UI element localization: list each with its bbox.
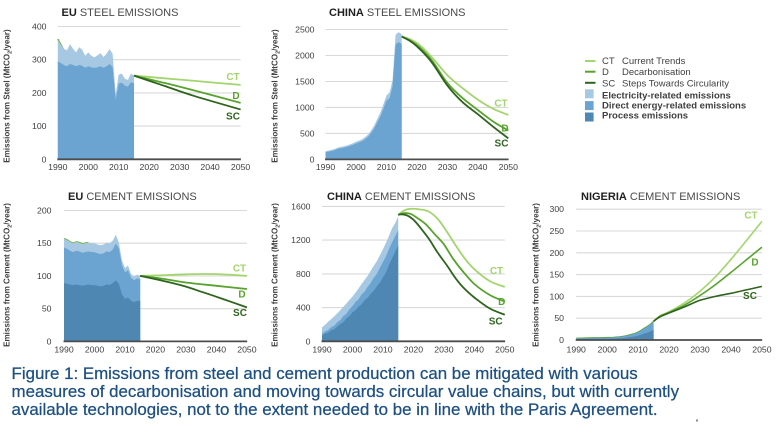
svg-text:250: 250 <box>550 226 565 236</box>
svg-text:Emissions from Cement (MtCO2/y: Emissions from Cement (MtCO2/year) <box>3 203 14 347</box>
svg-text:SC: SC <box>489 317 503 328</box>
svg-text:300: 300 <box>32 55 47 65</box>
svg-text:CT: CT <box>233 263 246 274</box>
svg-text:2010: 2010 <box>373 344 392 354</box>
svg-text:SC: SC <box>495 139 509 150</box>
svg-text:2020: 2020 <box>407 162 426 172</box>
svg-text:2040: 2040 <box>721 344 740 354</box>
svg-text:1600: 1600 <box>291 201 310 211</box>
svg-text:2050: 2050 <box>231 162 250 172</box>
svg-text:150: 150 <box>37 238 52 248</box>
svg-text:2030: 2030 <box>176 344 195 354</box>
svg-text:2000: 2000 <box>79 162 98 172</box>
svg-text:Emissions from Steel (MtCO2/ye: Emissions from Steel (MtCO2/year) <box>3 29 14 163</box>
svg-text:CT: CT <box>494 99 507 110</box>
svg-text:300: 300 <box>550 204 565 214</box>
svg-text:Steps Towards Circularity: Steps Towards Circularity <box>622 78 729 89</box>
svg-text:Electricity-related emissions: Electricity-related emissions <box>602 90 731 101</box>
svg-text:SC: SC <box>226 112 240 123</box>
svg-text:SC: SC <box>233 308 247 319</box>
svg-text:2000: 2000 <box>85 344 104 354</box>
svg-text:400: 400 <box>32 22 47 32</box>
svg-text:2040: 2040 <box>468 162 487 172</box>
svg-text:2050: 2050 <box>499 162 518 172</box>
svg-text:1990: 1990 <box>312 344 331 354</box>
svg-text:2020: 2020 <box>140 162 159 172</box>
svg-text:NIGERIA CEMENT EMISSIONS: NIGERIA CEMENT EMISSIONS <box>581 191 740 203</box>
svg-text:2050: 2050 <box>237 344 256 354</box>
svg-text:D: D <box>751 258 758 269</box>
svg-text:EU CEMENT EMISSIONS: EU CEMENT EMISSIONS <box>68 191 197 203</box>
svg-text:Process emissions: Process emissions <box>602 111 688 122</box>
svg-text:2050: 2050 <box>495 344 514 354</box>
svg-text:1990: 1990 <box>54 344 73 354</box>
svg-text:2040: 2040 <box>465 344 484 354</box>
svg-text:CHINA CEMENT EMISSIONS: CHINA CEMENT EMISSIONS <box>327 191 475 203</box>
svg-text:2030: 2030 <box>690 344 709 354</box>
svg-text:2010: 2010 <box>377 162 396 172</box>
svg-text:D: D <box>232 91 239 102</box>
svg-text:100: 100 <box>32 121 47 131</box>
svg-text:2000: 2000 <box>343 344 362 354</box>
svg-text:2000: 2000 <box>598 344 617 354</box>
svg-text:0: 0 <box>559 335 564 345</box>
svg-text:EU STEEL EMISSIONS: EU STEEL EMISSIONS <box>62 7 179 19</box>
svg-text:0: 0 <box>310 154 315 164</box>
svg-text:1200: 1200 <box>291 235 310 245</box>
svg-text:2020: 2020 <box>404 344 423 354</box>
svg-text:SC: SC <box>602 78 615 89</box>
svg-text:Direct energy-related emission: Direct energy-related emissions <box>602 101 746 112</box>
svg-text:2030: 2030 <box>434 344 453 354</box>
svg-text:D: D <box>238 290 245 301</box>
svg-text:1500: 1500 <box>295 77 314 87</box>
svg-text:500: 500 <box>300 128 315 138</box>
svg-text:2500: 2500 <box>295 25 314 35</box>
svg-text:D: D <box>498 297 505 308</box>
svg-text:CT: CT <box>490 266 503 277</box>
svg-text:CT: CT <box>602 56 615 67</box>
svg-text:0: 0 <box>47 336 52 346</box>
svg-text:2000: 2000 <box>346 162 365 172</box>
svg-text:0: 0 <box>42 154 47 164</box>
svg-text:200: 200 <box>32 88 47 98</box>
svg-text:Emissions from Steel (MtCO2/ye: Emissions from Steel (MtCO2/year) <box>271 29 282 163</box>
svg-text:Emissions from Cement (MtCO2/y: Emissions from Cement (MtCO2/year) <box>271 203 282 347</box>
svg-text:200: 200 <box>550 248 565 258</box>
svg-text:Emissions from Cement (MtCO2/y: Emissions from Cement (MtCO2/year) <box>532 203 543 347</box>
svg-text:2010: 2010 <box>628 344 647 354</box>
svg-text:2030: 2030 <box>438 162 457 172</box>
svg-text:2000: 2000 <box>295 51 314 61</box>
svg-text:2030: 2030 <box>170 162 189 172</box>
svg-text:0: 0 <box>306 336 311 346</box>
svg-text:D: D <box>501 124 508 135</box>
svg-text:CT: CT <box>226 72 239 83</box>
svg-text:2010: 2010 <box>109 162 128 172</box>
svg-text:100: 100 <box>37 271 52 281</box>
svg-text:150: 150 <box>550 270 565 280</box>
svg-text:Current Trends: Current Trends <box>622 56 686 67</box>
svg-text:Decarbonisation: Decarbonisation <box>622 67 691 78</box>
svg-text:1000: 1000 <box>295 102 314 112</box>
svg-text:2010: 2010 <box>115 344 134 354</box>
svg-text:1990: 1990 <box>48 162 67 172</box>
svg-text:CHINA STEEL EMISSIONS: CHINA STEEL EMISSIONS <box>329 7 466 19</box>
svg-text:100: 100 <box>550 291 565 301</box>
svg-text:400: 400 <box>296 303 311 313</box>
svg-text:200: 200 <box>37 206 52 216</box>
svg-text:2040: 2040 <box>207 344 226 354</box>
svg-text:CT: CT <box>744 210 757 221</box>
svg-text:2050: 2050 <box>752 344 771 354</box>
svg-text:1990: 1990 <box>316 162 335 172</box>
svg-text:2020: 2020 <box>146 344 165 354</box>
svg-text:50: 50 <box>554 313 564 323</box>
svg-text:800: 800 <box>296 269 311 279</box>
svg-text:D: D <box>602 67 609 78</box>
svg-text:2020: 2020 <box>659 344 678 354</box>
svg-text:50: 50 <box>42 304 52 314</box>
svg-text:2040: 2040 <box>200 162 219 172</box>
svg-text:SC: SC <box>743 291 757 302</box>
svg-text:1990: 1990 <box>567 344 586 354</box>
